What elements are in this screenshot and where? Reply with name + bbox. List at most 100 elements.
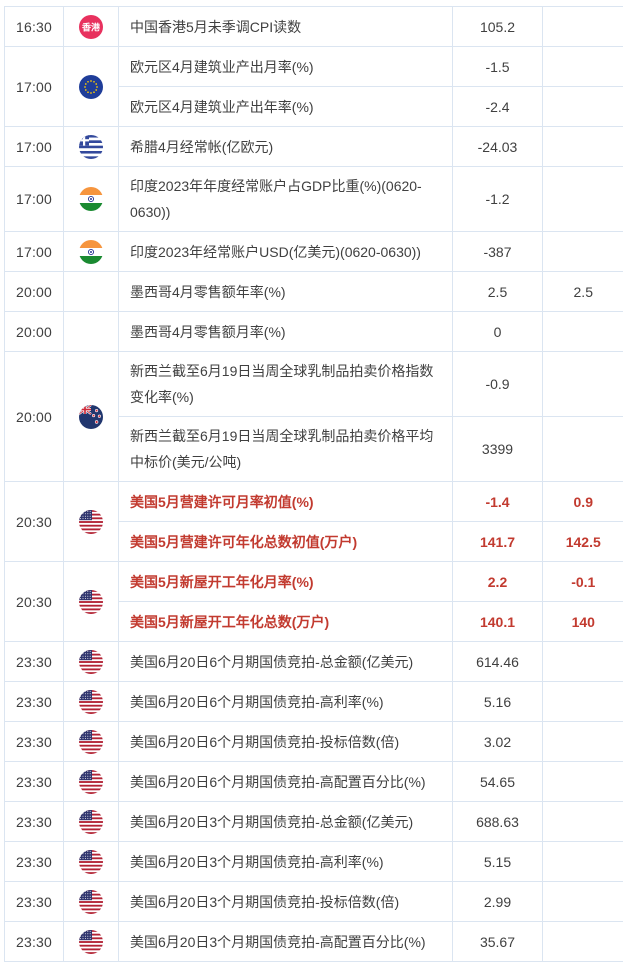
flag-cell-empty bbox=[64, 272, 119, 312]
event-time: 20:30 bbox=[5, 482, 64, 562]
flag-cell bbox=[64, 232, 119, 272]
event-value-secondary bbox=[543, 682, 623, 722]
event-title: 中国香港5月未季调CPI读数 bbox=[119, 7, 453, 47]
flag-usa-icon bbox=[79, 810, 103, 834]
event-value: 2.99 bbox=[453, 882, 543, 922]
event-value: 3399 bbox=[453, 417, 543, 482]
event-value-secondary bbox=[543, 802, 623, 842]
event-value-secondary bbox=[543, 312, 623, 352]
flag-cell bbox=[64, 482, 119, 562]
event-value: -1.5 bbox=[453, 47, 543, 87]
flag-cell bbox=[64, 352, 119, 482]
event-time: 17:00 bbox=[5, 127, 64, 167]
flag-hongkong-icon: 香港 bbox=[79, 15, 103, 39]
event-title: 欧元区4月建筑业产出月率(%) bbox=[119, 47, 453, 87]
event-title: 美国6月20日3个月期国债竞拍-总金额(亿美元) bbox=[119, 802, 453, 842]
flag-cell bbox=[64, 882, 119, 922]
flag-cell: 香港 bbox=[64, 7, 119, 47]
event-value: -24.03 bbox=[453, 127, 543, 167]
flag-usa-icon bbox=[79, 510, 103, 534]
event-value-secondary bbox=[543, 922, 623, 962]
flag-cell bbox=[64, 762, 119, 802]
event-title: 美国5月营建许可月率初值(%) bbox=[119, 482, 453, 522]
event-row[interactable]: 17:00 印度2023年经常账户USD(亿美元)(0620-0630))-387 bbox=[5, 232, 623, 272]
event-title: 墨西哥4月零售额月率(%) bbox=[119, 312, 453, 352]
event-time: 20:30 bbox=[5, 562, 64, 642]
flag-usa-icon bbox=[79, 690, 103, 714]
event-title: 希腊4月经常帐(亿欧元) bbox=[119, 127, 453, 167]
event-title: 美国5月营建许可年化总数初值(万户) bbox=[119, 522, 453, 562]
flag-india-icon bbox=[79, 187, 103, 211]
event-value-secondary: 2.5 bbox=[543, 272, 623, 312]
flag-usa-icon bbox=[79, 650, 103, 674]
event-value: -1.4 bbox=[453, 482, 543, 522]
flag-usa-icon bbox=[79, 850, 103, 874]
event-time: 23:30 bbox=[5, 682, 64, 722]
event-time: 16:30 bbox=[5, 7, 64, 47]
event-time: 20:00 bbox=[5, 272, 64, 312]
event-value-secondary bbox=[543, 127, 623, 167]
event-value: 2.2 bbox=[453, 562, 543, 602]
hk-badge-label: 香港 bbox=[81, 21, 101, 32]
event-value-secondary bbox=[543, 722, 623, 762]
flag-cell-empty bbox=[64, 312, 119, 352]
flag-cell bbox=[64, 47, 119, 127]
flag-eurozone-icon bbox=[79, 75, 103, 99]
event-value: 141.7 bbox=[453, 522, 543, 562]
event-value: 5.16 bbox=[453, 682, 543, 722]
event-value-secondary bbox=[543, 167, 623, 232]
flag-cell bbox=[64, 842, 119, 882]
event-value-secondary: 140 bbox=[543, 602, 623, 642]
event-title: 美国6月20日6个月期国债竞拍-高利率(%) bbox=[119, 682, 453, 722]
event-title: 墨西哥4月零售额年率(%) bbox=[119, 272, 453, 312]
event-row[interactable]: 17:00 希腊4月经常帐(亿欧元)-24.03 bbox=[5, 127, 623, 167]
event-value-secondary bbox=[543, 882, 623, 922]
event-title: 欧元区4月建筑业产出年率(%) bbox=[119, 87, 453, 127]
event-title: 美国6月20日3个月期国债竞拍-高配置百分比(%) bbox=[119, 922, 453, 962]
event-row[interactable]: 23:30 美国6月20日6个月期国债竞拍-高利率(%)5.16 bbox=[5, 682, 623, 722]
event-value: 3.02 bbox=[453, 722, 543, 762]
event-value-secondary bbox=[543, 87, 623, 127]
event-time: 20:00 bbox=[5, 312, 64, 352]
event-title: 印度2023年经常账户USD(亿美元)(0620-0630)) bbox=[119, 232, 453, 272]
event-value-secondary bbox=[543, 47, 623, 87]
event-title: 美国6月20日3个月期国债竞拍-高利率(%) bbox=[119, 842, 453, 882]
event-time: 17:00 bbox=[5, 232, 64, 272]
event-time: 23:30 bbox=[5, 922, 64, 962]
event-title: 美国5月新屋开工年化总数(万户) bbox=[119, 602, 453, 642]
event-value: 688.63 bbox=[453, 802, 543, 842]
event-time: 20:00 bbox=[5, 352, 64, 482]
flag-cell bbox=[64, 642, 119, 682]
event-value: -387 bbox=[453, 232, 543, 272]
flag-cell bbox=[64, 167, 119, 232]
event-value-secondary bbox=[543, 352, 623, 417]
event-time: 23:30 bbox=[5, 882, 64, 922]
event-value-secondary bbox=[543, 842, 623, 882]
event-value-secondary bbox=[543, 642, 623, 682]
event-time: 23:30 bbox=[5, 762, 64, 802]
event-value: -0.9 bbox=[453, 352, 543, 417]
flag-cell bbox=[64, 802, 119, 842]
flag-cell bbox=[64, 922, 119, 962]
event-value: -2.4 bbox=[453, 87, 543, 127]
event-title: 美国5月新屋开工年化月率(%) bbox=[119, 562, 453, 602]
flag-usa-icon bbox=[79, 930, 103, 954]
flag-usa-icon bbox=[79, 890, 103, 914]
